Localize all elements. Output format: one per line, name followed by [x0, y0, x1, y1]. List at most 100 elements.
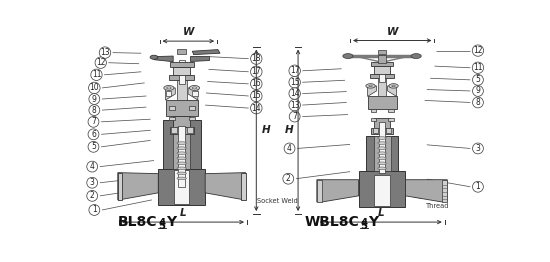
Text: W: W	[183, 28, 194, 37]
Bar	[359, 171, 405, 207]
Bar	[187, 127, 193, 133]
Polygon shape	[205, 173, 246, 200]
Bar	[158, 169, 205, 205]
Circle shape	[189, 85, 200, 90]
Bar	[166, 91, 171, 96]
Text: L: L	[180, 209, 186, 219]
Bar	[379, 59, 384, 82]
Bar	[171, 127, 177, 133]
Text: 7: 7	[91, 117, 96, 126]
Circle shape	[343, 54, 353, 58]
Polygon shape	[190, 56, 210, 61]
Text: Socket Weld: Socket Weld	[257, 199, 298, 204]
Circle shape	[366, 84, 375, 88]
Circle shape	[392, 85, 395, 87]
Bar	[178, 48, 186, 54]
Bar	[375, 175, 390, 206]
Ellipse shape	[378, 157, 386, 160]
Bar	[177, 80, 187, 100]
Text: WBL8C: WBL8C	[305, 215, 360, 229]
Ellipse shape	[378, 147, 386, 149]
Text: 17: 17	[251, 67, 261, 76]
Polygon shape	[192, 50, 220, 55]
Bar	[371, 128, 393, 134]
Text: L: L	[377, 209, 384, 219]
Bar	[174, 170, 189, 204]
Bar	[173, 120, 190, 169]
Ellipse shape	[378, 152, 386, 155]
Text: 16: 16	[251, 79, 261, 88]
Bar	[378, 78, 386, 96]
Bar	[178, 126, 185, 187]
Text: 2: 2	[286, 174, 290, 183]
Bar	[388, 118, 394, 121]
Polygon shape	[317, 180, 322, 202]
Ellipse shape	[177, 142, 186, 144]
Bar	[192, 91, 198, 96]
Bar	[375, 66, 390, 74]
Text: 5: 5	[476, 75, 480, 84]
Text: BL8C: BL8C	[118, 215, 157, 229]
Bar	[179, 60, 185, 84]
Ellipse shape	[378, 137, 386, 139]
Text: H: H	[261, 125, 270, 135]
Circle shape	[192, 87, 197, 89]
Text: 6: 6	[91, 130, 96, 139]
Bar	[169, 75, 195, 80]
Text: 1: 1	[92, 205, 97, 215]
Text: 14: 14	[290, 89, 300, 98]
Circle shape	[369, 85, 372, 87]
Ellipse shape	[177, 157, 186, 160]
Text: 3: 3	[90, 178, 95, 187]
Text: 11: 11	[92, 70, 101, 79]
Bar	[189, 106, 195, 110]
Bar	[173, 116, 190, 127]
Text: 18: 18	[251, 54, 261, 63]
Polygon shape	[388, 86, 397, 96]
Text: 1: 1	[476, 182, 480, 191]
Text: 9: 9	[476, 86, 480, 95]
Text: 5: 5	[360, 221, 367, 231]
Polygon shape	[118, 173, 122, 200]
Bar	[378, 55, 386, 63]
Bar	[375, 118, 390, 128]
Text: 12: 12	[473, 46, 483, 55]
Text: 8: 8	[476, 98, 480, 107]
Text: 13: 13	[100, 48, 110, 57]
Circle shape	[411, 54, 421, 58]
Text: 11: 11	[473, 63, 483, 72]
Text: Y: Y	[166, 215, 176, 229]
Ellipse shape	[378, 142, 386, 144]
Text: 4: 4	[158, 217, 165, 227]
Bar	[169, 106, 175, 110]
Bar	[189, 117, 195, 120]
Bar	[170, 62, 194, 67]
Ellipse shape	[378, 162, 386, 165]
Polygon shape	[317, 180, 359, 202]
Bar	[371, 109, 376, 112]
Text: W: W	[387, 27, 398, 37]
Bar	[170, 127, 194, 134]
Bar	[373, 128, 378, 133]
Polygon shape	[405, 180, 447, 202]
Ellipse shape	[150, 55, 158, 59]
Ellipse shape	[177, 162, 186, 165]
Bar	[371, 118, 376, 121]
Ellipse shape	[177, 172, 186, 175]
Polygon shape	[154, 56, 173, 62]
Polygon shape	[166, 88, 175, 100]
Bar	[163, 120, 201, 169]
Bar	[386, 128, 392, 133]
Bar	[370, 74, 394, 78]
Polygon shape	[241, 173, 246, 200]
Ellipse shape	[177, 167, 186, 170]
Text: 13: 13	[290, 101, 300, 110]
Ellipse shape	[378, 167, 386, 170]
Bar	[367, 96, 397, 108]
Bar	[166, 100, 198, 116]
Text: H: H	[284, 125, 293, 135]
Text: Thread: Thread	[426, 203, 449, 209]
Polygon shape	[188, 88, 198, 100]
Text: 5: 5	[91, 142, 96, 151]
Text: 7: 7	[292, 112, 297, 121]
